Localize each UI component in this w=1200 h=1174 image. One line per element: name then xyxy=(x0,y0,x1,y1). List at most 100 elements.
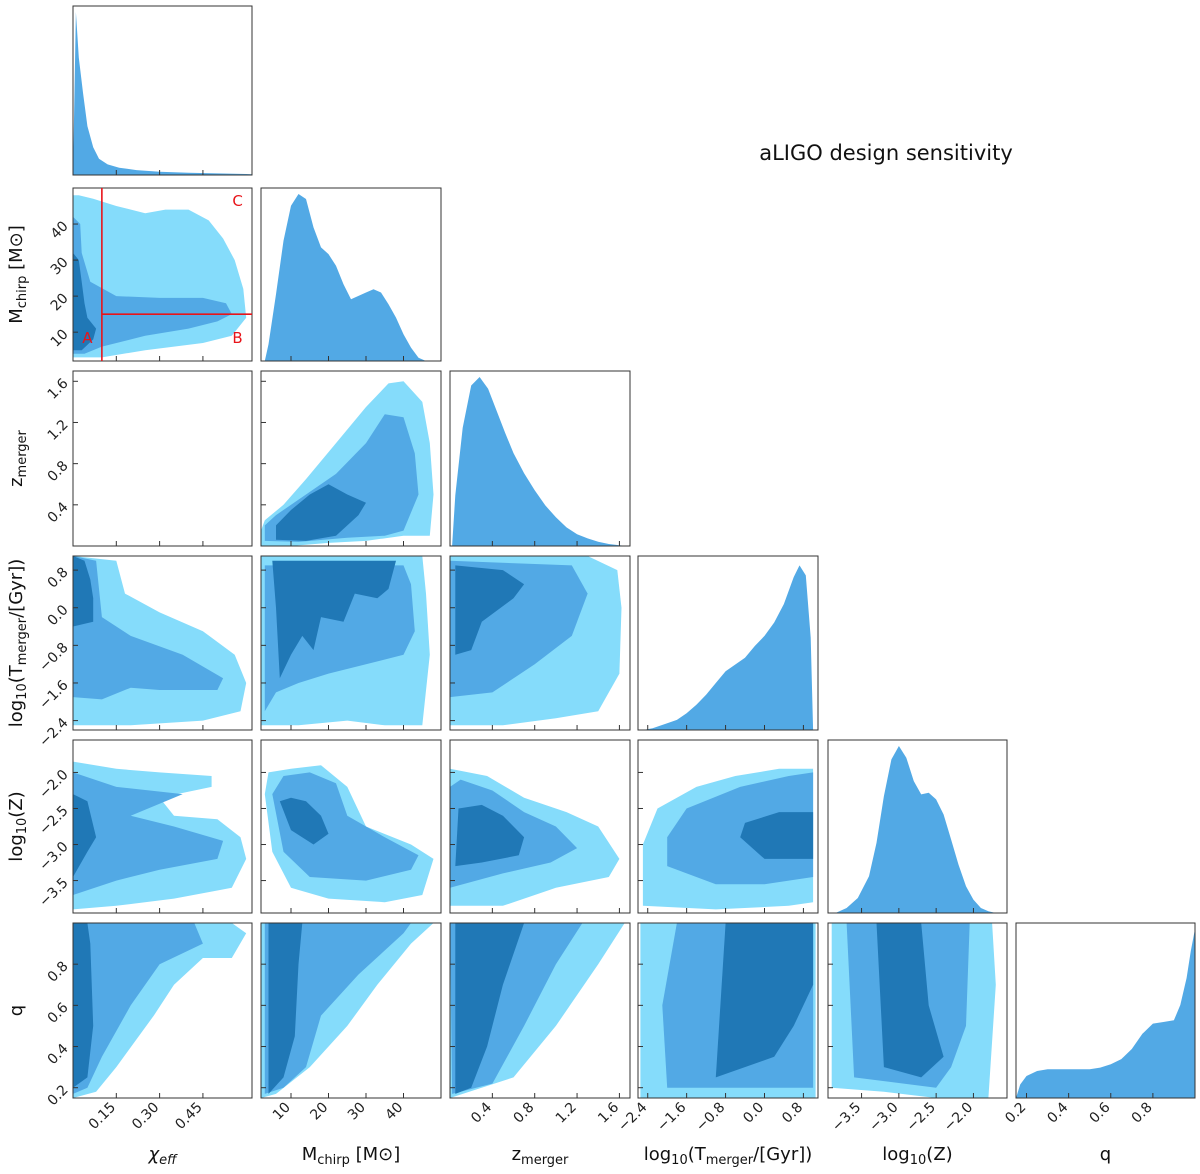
label-main: log xyxy=(6,700,27,727)
label-subscript: chirp xyxy=(317,1153,350,1168)
label-subscript: merger xyxy=(706,1153,754,1168)
label-subscript: chirp xyxy=(15,276,30,309)
label-rest: (T xyxy=(688,1144,707,1165)
contour-mchirp-q-middle xyxy=(264,923,411,1094)
label-main: z xyxy=(6,477,27,486)
contour-chi-mchirp-middle xyxy=(73,216,232,354)
panel-frame-z-q xyxy=(449,922,631,1099)
x-tick-label-logT: 0.0 xyxy=(740,1100,767,1127)
contour-mchirp-z-inner xyxy=(276,484,366,541)
x-tick-label-logZ: −2.0 xyxy=(941,1100,976,1135)
label-main: M xyxy=(302,1144,318,1165)
y-tick-label-logZ: −2.0 xyxy=(36,767,71,802)
label-main: log xyxy=(6,834,27,861)
y-tick-label-logT: −0.8 xyxy=(36,640,71,675)
y-axis-label-mchirp: Mchirp [M⊙] xyxy=(6,225,30,324)
x-tick-label-chi: 0.30 xyxy=(129,1100,162,1133)
x-tick-label-z: 1.2 xyxy=(553,1100,580,1127)
label-subscript: merger xyxy=(15,429,30,477)
label-rest: (Z) xyxy=(6,791,27,817)
label-subscript: 10 xyxy=(15,683,30,700)
panel-frame-mchirp-z xyxy=(260,370,442,547)
panel-frame-mchirp-logT xyxy=(260,555,442,731)
y-tick-label-z: 0.8 xyxy=(45,458,72,485)
x-tick-label-z: 0.4 xyxy=(468,1099,495,1126)
label-main: z xyxy=(512,1144,521,1165)
contour-chi-logT-middle xyxy=(73,556,224,700)
x-tick-label-logT: −1.6 xyxy=(654,1099,689,1134)
label-subscript: 10 xyxy=(671,1153,688,1168)
contour-logT-q-inner xyxy=(715,923,814,1078)
x-tick-label-mchirp: 40 xyxy=(382,1100,406,1124)
contour-chi-q-middle xyxy=(73,923,203,1094)
x-tick-label-q: 0.4 xyxy=(1044,1099,1071,1126)
contour-chi-q-inner xyxy=(73,923,94,1088)
y-tick-label-z: 1.2 xyxy=(45,417,72,444)
x-tick-label-q: 0.8 xyxy=(1129,1100,1156,1127)
panel-frame-logT-logZ xyxy=(637,739,819,914)
y-tick-label-mchirp: 40 xyxy=(48,218,72,242)
annotation-label-a: A xyxy=(82,329,93,347)
contour-chi-logZ-middle xyxy=(73,772,224,895)
x-tick-label-chi: 0.15 xyxy=(86,1100,119,1133)
panel-frame-mchirp-q xyxy=(260,922,442,1099)
y-tick-label-q: 0.2 xyxy=(45,1082,72,1109)
x-tick-label-logT: −0.8 xyxy=(693,1100,728,1135)
contour-mchirp-logZ-middle xyxy=(272,772,419,881)
contour-logZ-q-inner xyxy=(876,923,944,1078)
annotation-label-c: C xyxy=(232,192,242,210)
x-tick-label-logZ: −3.0 xyxy=(866,1100,901,1135)
contour-chi-logZ-inner xyxy=(73,794,97,877)
y-tick-label-mchirp: 10 xyxy=(48,327,72,351)
y-tick-label-logT: −1.6 xyxy=(36,677,71,712)
contour-z-q-inner xyxy=(455,923,525,1094)
x-tick-label-logZ: −3.5 xyxy=(829,1100,864,1135)
label-rest: [M⊙] xyxy=(6,225,27,275)
x-tick-label-mchirp: 20 xyxy=(307,1100,331,1124)
x-tick-label-q: 0.6 xyxy=(1087,1099,1114,1126)
contour-mchirp-logZ-inner xyxy=(279,797,329,845)
x-axis-label-chi: χeff xyxy=(147,1144,178,1168)
contour-mchirp-q-inner xyxy=(268,923,303,1094)
panels-layer xyxy=(73,12,1195,1098)
x-axis-label-q: q xyxy=(1100,1144,1111,1165)
panel-frame-chi-logZ xyxy=(72,739,253,914)
panel-frame-logT-logT xyxy=(637,555,819,731)
histogram-q xyxy=(1016,929,1195,1098)
label-main: log xyxy=(882,1144,909,1165)
annotation-label-b: B xyxy=(232,329,242,347)
panel-frame-z-logZ xyxy=(449,739,631,914)
y-tick-label-z: 0.4 xyxy=(45,499,72,526)
label-subscript: merger xyxy=(521,1153,569,1168)
label-main: log xyxy=(644,1144,671,1165)
label-subscript: merger xyxy=(15,617,30,665)
y-tick-label-logZ: −3.5 xyxy=(36,875,71,910)
y-tick-label-logZ: −2.5 xyxy=(36,803,71,838)
x-tick-label-logT: 0.8 xyxy=(779,1100,806,1127)
contour-z-logZ-inner xyxy=(455,804,525,867)
y-axis-label-z: zmerger xyxy=(6,429,30,486)
x-tick-label-mchirp: 10 xyxy=(270,1100,294,1124)
y-axis-label-q: q xyxy=(6,1005,27,1016)
label-rest: /[Gyr]) xyxy=(6,559,27,618)
y-tick-label-logT: 0.8 xyxy=(45,564,72,591)
y-tick-label-q: 0.6 xyxy=(45,1000,72,1027)
y-tick-label-mchirp: 30 xyxy=(48,254,72,278)
histogram-logZ xyxy=(835,746,996,913)
label-rest: /[Gyr]) xyxy=(753,1144,812,1165)
x-tick-label-logT: −2.4 xyxy=(615,1099,650,1134)
panel-frame-logZ-logZ xyxy=(827,739,1008,914)
y-tick-label-q: 0.4 xyxy=(45,1041,72,1068)
label-subscript: 10 xyxy=(910,1153,927,1168)
y-axis-label-logT: log10(Tmerger/[Gyr]) xyxy=(6,559,30,728)
panel-frame-chi-z xyxy=(72,370,253,547)
panel-frame-chi-logT xyxy=(72,555,253,731)
panel-frame-mchirp-logZ xyxy=(260,739,442,914)
panel-frame-z-logT xyxy=(449,555,631,731)
y-tick-label-mchirp: 20 xyxy=(48,290,72,314)
panel-frame-mchirp-mchirp xyxy=(260,187,442,362)
label-main: q xyxy=(6,1005,27,1016)
y-tick-label-logT: 0.0 xyxy=(45,602,72,629)
panel-frame-z-z xyxy=(449,370,631,547)
label-main: χ xyxy=(147,1144,160,1165)
